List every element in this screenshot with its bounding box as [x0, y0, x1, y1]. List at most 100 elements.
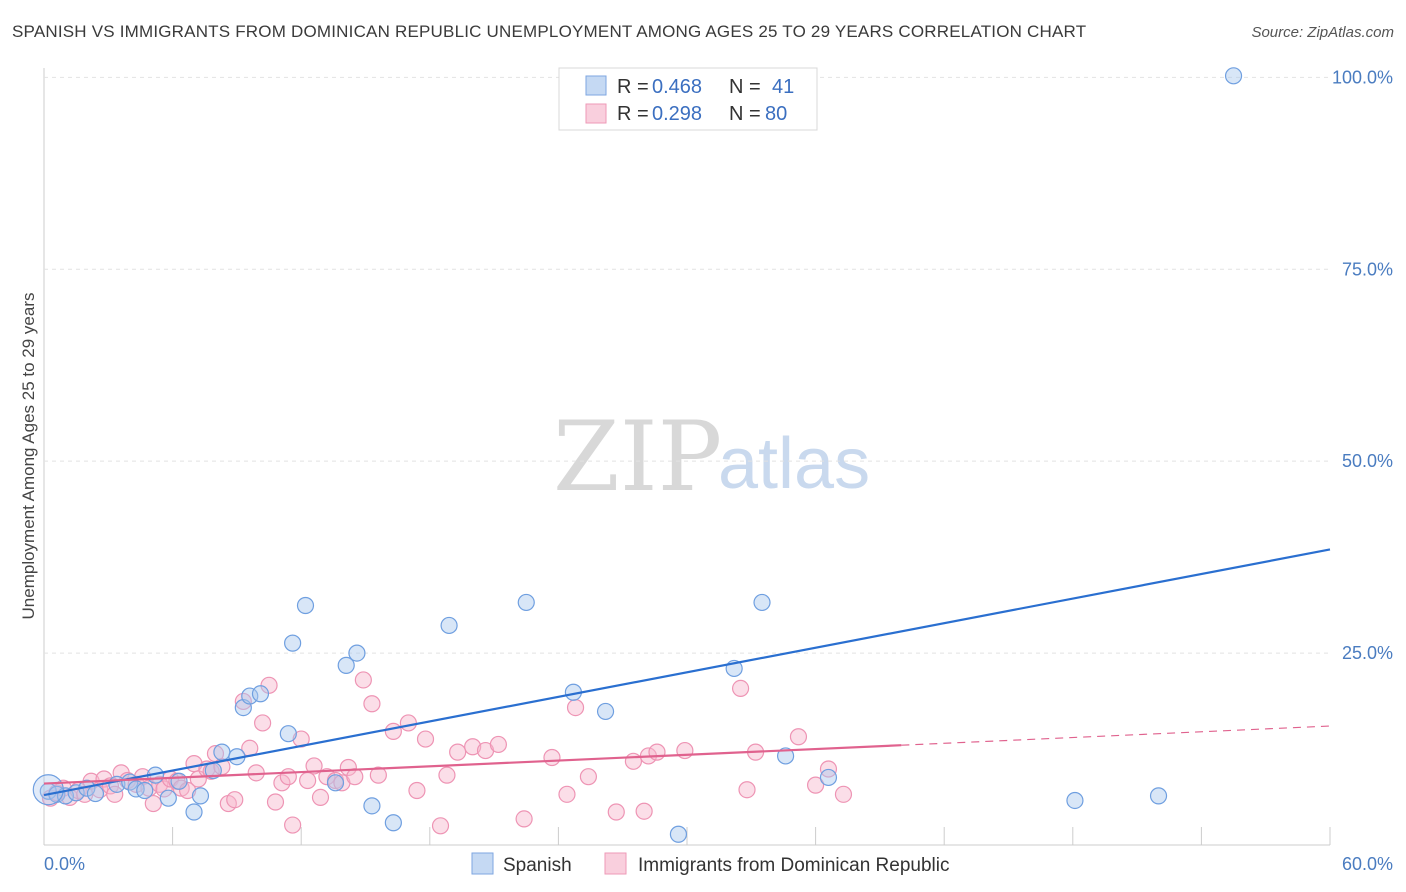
dominican-point-18	[155, 780, 173, 798]
dominican-point-44	[318, 768, 336, 786]
spanish-point-21	[279, 725, 297, 743]
trend-line-spanish	[43, 548, 1331, 797]
spanish-point-40	[669, 825, 688, 843]
dominican-point-55	[416, 730, 435, 748]
spanish-point-37	[1066, 791, 1084, 810]
legend-n-label-dominican: N =	[729, 103, 761, 125]
series-spanish-points	[32, 67, 1243, 843]
dominican-point-69	[635, 802, 653, 820]
dominican-point-74	[738, 781, 756, 799]
y-tick-label-75: 75.0%	[1342, 259, 1393, 279]
dominican-point-58	[449, 743, 467, 761]
legend-r-label-dominican: R =	[617, 103, 649, 125]
dominican-point-41	[299, 771, 317, 790]
spanish-point-13	[185, 803, 203, 821]
spanish-point-36	[819, 768, 838, 787]
dominican-point-53	[399, 714, 417, 732]
dominican-point-37	[273, 774, 291, 792]
dominican-point-34	[254, 714, 272, 732]
dominican-point-56	[431, 817, 450, 835]
dominican-point-43	[311, 788, 330, 807]
dominican-point-79	[806, 776, 825, 794]
bottom-legend-label-spanish: Spanish	[503, 855, 572, 876]
spanish-point-23	[296, 596, 315, 615]
dominican-point-62	[515, 810, 533, 828]
dominican-point-48	[346, 768, 364, 786]
dominican-point-16	[144, 794, 162, 813]
dominican-point-39	[284, 816, 302, 834]
dominican-point-76	[789, 728, 808, 746]
spanish-point-27	[363, 797, 381, 815]
trend-lines	[43, 548, 1331, 797]
legend-r-label-spanish: R =	[617, 76, 649, 98]
gridlines	[44, 76, 1330, 654]
y-tick-label-25: 25.0%	[1342, 643, 1393, 663]
dominican-point-51	[369, 766, 387, 784]
x-tick-label-max: 60.0%	[1342, 854, 1393, 874]
y-tick-label-50: 50.0%	[1342, 451, 1393, 471]
spanish-point-26	[348, 644, 366, 662]
x-tick-label-min: 0.0%	[44, 854, 85, 874]
dominican-point-67	[607, 803, 625, 821]
spanish-point-29	[440, 616, 458, 635]
spanish-point-16	[213, 743, 231, 761]
source-credit: Source: ZipAtlas.com	[1251, 24, 1394, 41]
dominican-point-78	[834, 785, 853, 803]
dominican-point-61	[489, 735, 507, 754]
legend-n-label-spanish: N =	[729, 76, 761, 98]
correlation-legend: R = 0.468 N = 41 R = 0.298 N = 80	[558, 67, 818, 131]
spanish-point-9	[136, 781, 154, 800]
spanish-point-5	[86, 784, 105, 803]
dominican-point-54	[408, 781, 426, 800]
spanish-point-14	[191, 787, 210, 805]
bottom-legend-swatch-spanish	[471, 852, 494, 875]
y-axis-tick-labels: 25.0% 50.0% 75.0% 100.0%	[1332, 67, 1393, 663]
spanish-point-12	[170, 772, 188, 790]
x-axis-ticks	[43, 827, 1331, 845]
dominican-point-52	[384, 722, 402, 740]
dominican-point-47	[339, 758, 357, 777]
spanish-point-34	[753, 593, 771, 612]
dominican-point-30	[226, 791, 244, 809]
spanish-point-19	[241, 687, 259, 705]
dominican-point-71	[648, 743, 666, 761]
legend-n-value-spanish: 41	[772, 76, 794, 98]
spanish-cluster-point	[32, 774, 64, 806]
trend-line-dominican	[43, 744, 902, 785]
dominican-point-49	[354, 671, 372, 689]
dominican-point-36	[266, 793, 285, 811]
spanish-point-32	[596, 702, 615, 721]
dominican-point-22	[179, 781, 197, 800]
legend-swatch-spanish	[585, 75, 607, 96]
bottom-legend-swatch-dominican	[604, 852, 627, 875]
legend-r-value-spanish: 0.468	[652, 76, 702, 98]
spanish-point-28	[384, 814, 402, 832]
y-tick-label-100: 100.0%	[1332, 67, 1393, 87]
legend-r-value-dominican: 0.298	[652, 103, 702, 125]
dominican-point-59	[464, 738, 482, 756]
chart-title: SPANISH VS IMMIGRANTS FROM DOMINICAN REP…	[12, 22, 1087, 41]
spanish-point-25	[337, 656, 355, 674]
spanish-point-22	[284, 634, 302, 652]
dominican-point-73	[731, 679, 750, 698]
bottom-legend-label-dominican: Immigrants from Dominican Republic	[638, 855, 950, 876]
dominican-point-68	[624, 752, 643, 770]
watermark-atlas: atlas	[718, 424, 870, 504]
watermark-zip: ZIP	[553, 401, 722, 513]
spanish-point-11	[159, 789, 177, 807]
dominican-point-66	[579, 768, 598, 786]
legend-n-value-dominican: 80	[765, 103, 787, 125]
dominican-point-63	[543, 748, 561, 767]
dominican-point-50	[363, 695, 381, 713]
series-legend: Spanish Immigrants from Dominican Republ…	[471, 852, 950, 876]
dominican-point-38	[279, 768, 297, 786]
spanish-point-35	[776, 747, 795, 765]
dominican-point-57	[438, 766, 456, 784]
dominican-point-64	[558, 785, 576, 803]
dominican-point-42	[305, 757, 323, 775]
spanish-point-39	[1224, 67, 1243, 85]
trend-line-dominican-extension	[901, 725, 1331, 746]
spanish-point-8	[127, 780, 145, 798]
legend-swatch-dominican	[585, 103, 607, 124]
